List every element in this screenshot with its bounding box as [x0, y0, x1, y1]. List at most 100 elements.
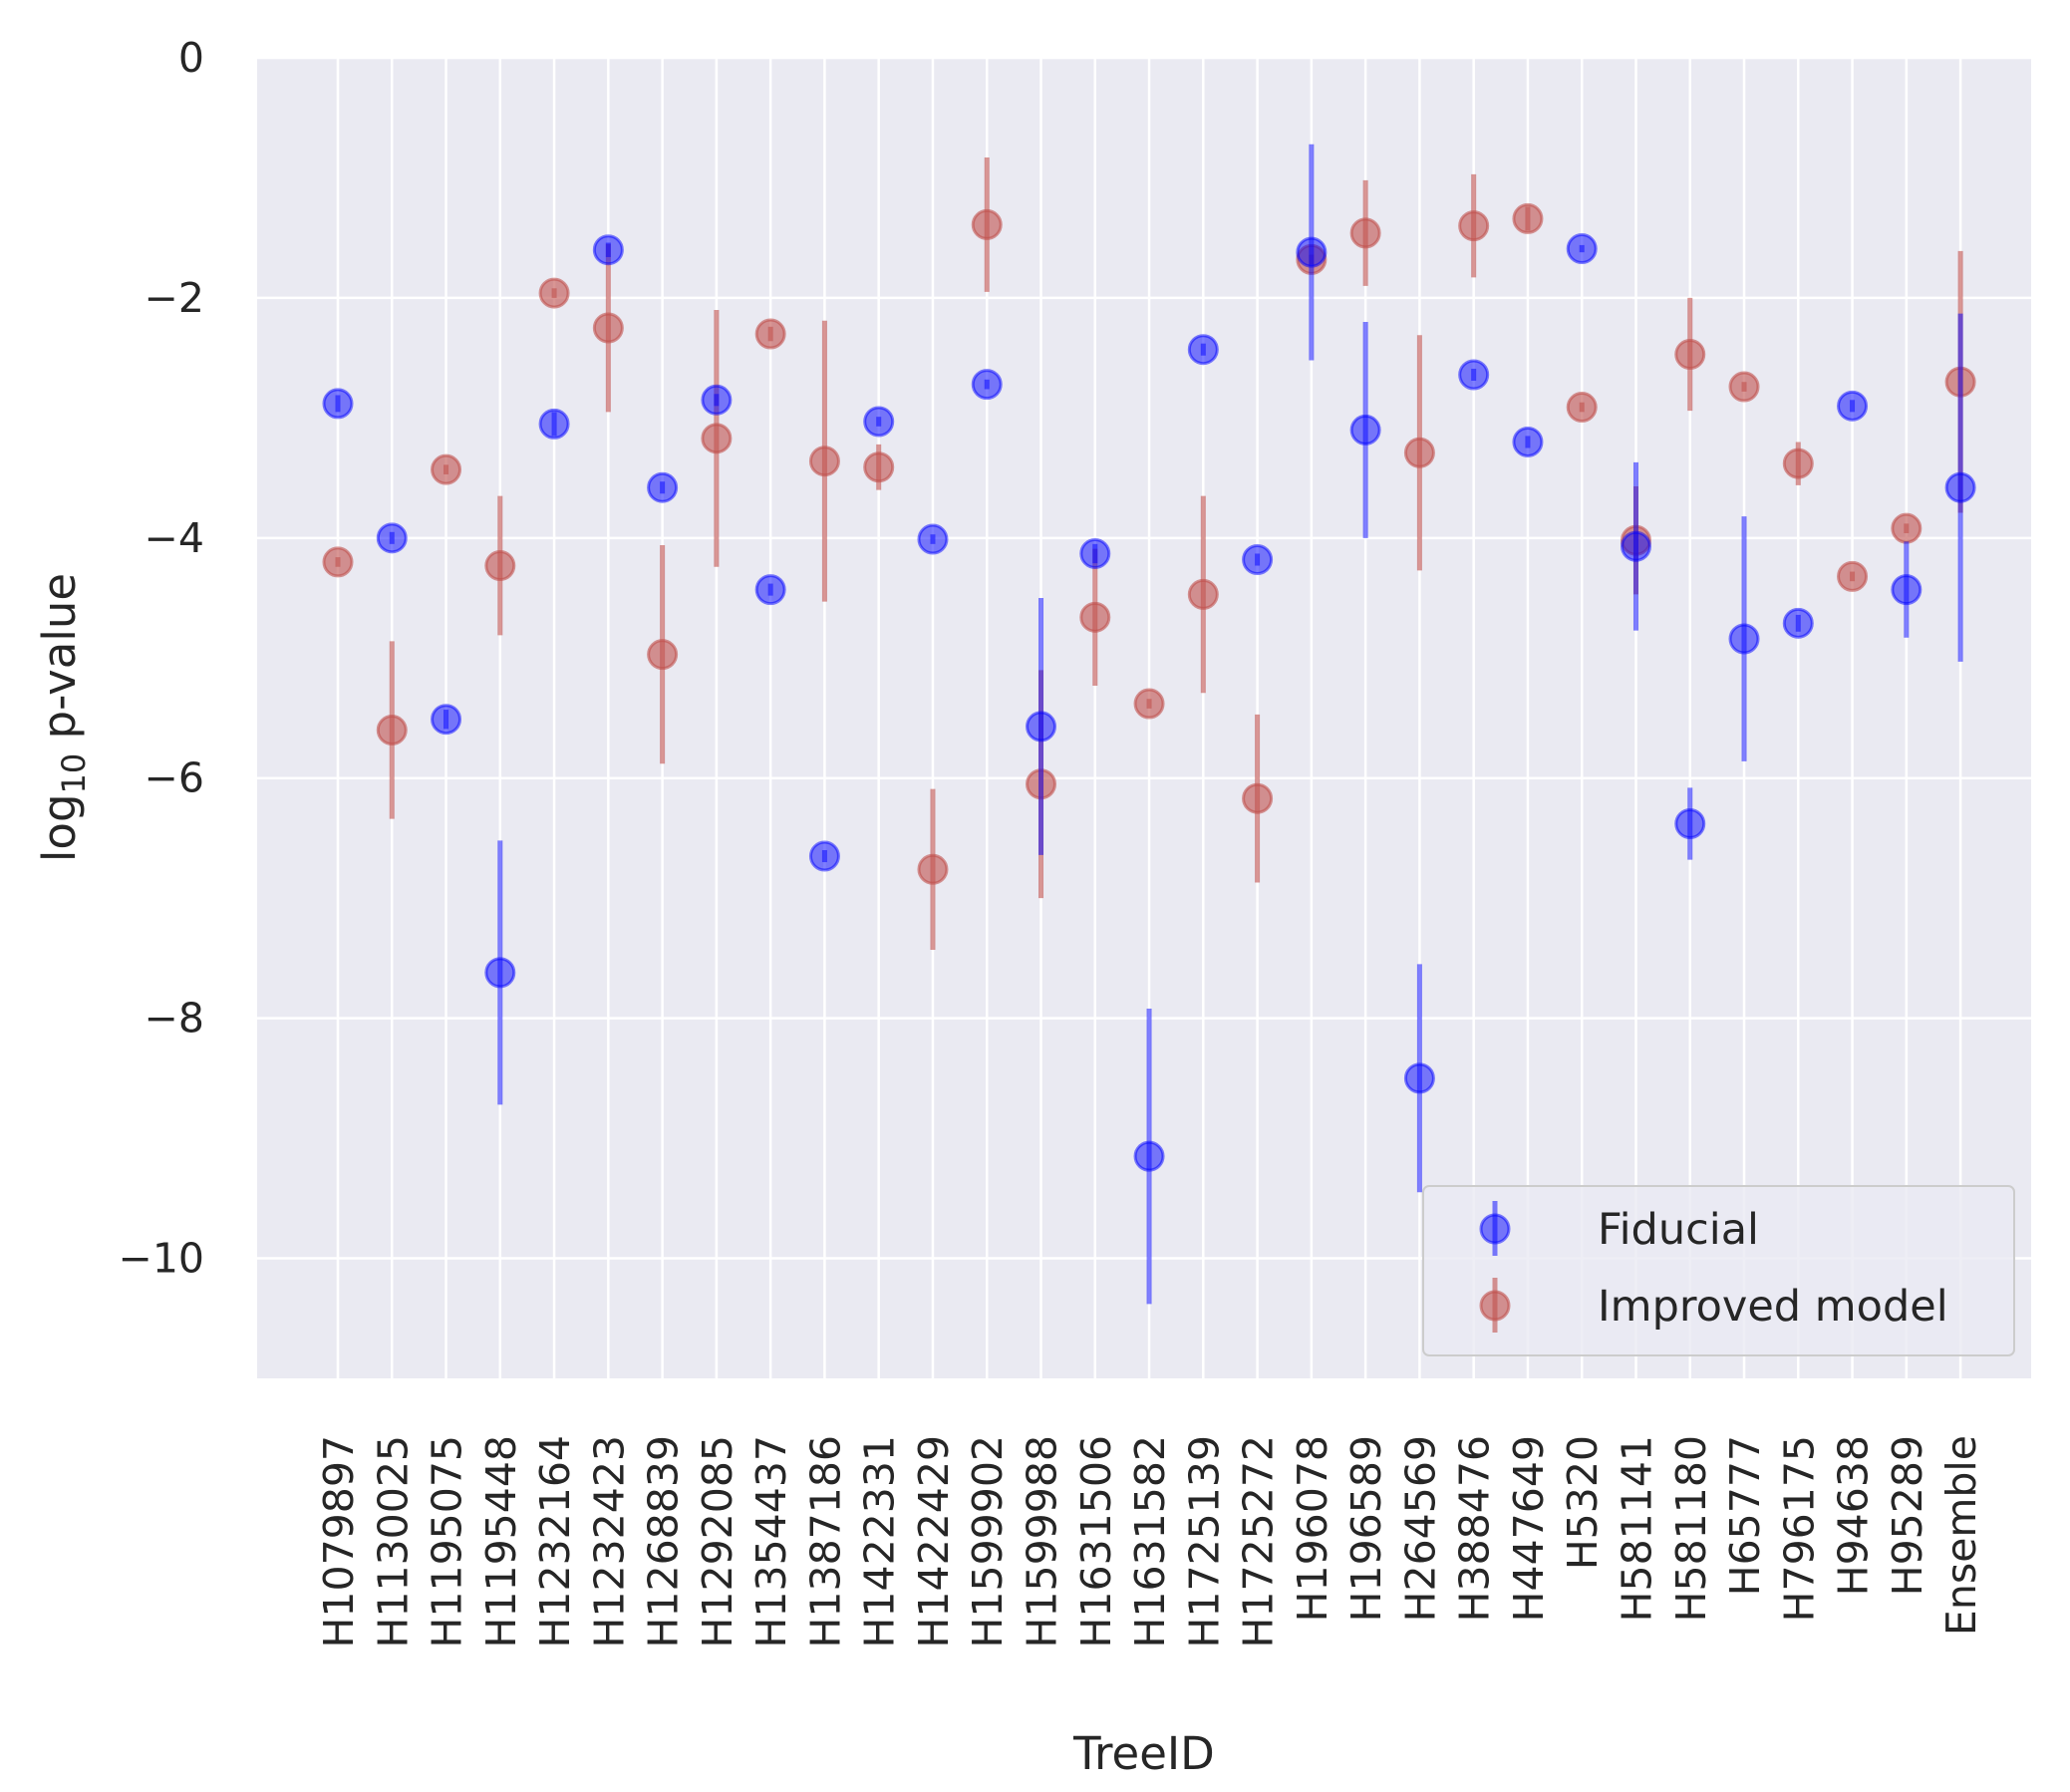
data-point [1512, 426, 1544, 457]
x-tick-label: H5320 [1559, 1435, 1607, 1570]
x-tick-label: H1130025 [369, 1435, 417, 1647]
data-point [431, 453, 462, 485]
data-point [971, 208, 1003, 240]
data-point [701, 423, 733, 454]
legend: Fiducial Improved model [1422, 1185, 2015, 1356]
data-point [1242, 782, 1274, 814]
x-tick-label: H1079897 [315, 1435, 363, 1647]
x-tick-label: H1631582 [1126, 1435, 1174, 1647]
data-point [538, 408, 570, 440]
data-point [1403, 437, 1435, 468]
data-point [1133, 1140, 1165, 1172]
x-tick-label: H1232423 [585, 1435, 633, 1647]
x-gridlines [336, 58, 1962, 1378]
x-tick-label: H1232164 [531, 1435, 579, 1647]
y-tick-label: −4 [145, 514, 204, 562]
y-tick-label: −8 [145, 995, 204, 1043]
y-axis-title-main: log [33, 793, 86, 862]
x-tick-label: H581180 [1667, 1435, 1715, 1622]
x-tick-label: H1195448 [477, 1435, 525, 1647]
x-tick-label: H1725139 [1180, 1435, 1228, 1647]
x-tick-label: H447649 [1505, 1435, 1553, 1622]
y-tick-label: −6 [145, 754, 204, 802]
data-point [1187, 334, 1219, 366]
data-point [1728, 371, 1760, 403]
data-point [647, 471, 679, 503]
x-axis-title: TreeID [1072, 1727, 1215, 1780]
data-point [1079, 537, 1111, 569]
y-tick-label: −2 [145, 274, 204, 322]
x-tick-label: Ensemble [1937, 1435, 1985, 1636]
y-gridlines [257, 56, 2031, 1260]
y-axis-title-subscript: 10 [55, 753, 93, 794]
data-point [701, 384, 733, 416]
x-tick-label: H1725272 [1235, 1435, 1283, 1647]
legend-fiducial-marker [1479, 1213, 1511, 1245]
data-point [1566, 392, 1598, 424]
data-point [1674, 339, 1706, 371]
x-tick-label: H1195075 [424, 1435, 471, 1647]
data-point [484, 550, 516, 582]
data-point [971, 369, 1003, 401]
x-tick-label: H1599988 [1019, 1435, 1066, 1647]
data-point [1782, 448, 1814, 479]
x-tick-label: H1631506 [1072, 1435, 1120, 1647]
x-tick-labels: H1079897 H1130025 H1195075 H1195448 H1232164… [315, 1435, 1985, 1647]
x-tick-label: H1422429 [910, 1435, 958, 1647]
data-point [1296, 236, 1328, 268]
data-point [863, 451, 895, 483]
x-tick-label: H1268839 [640, 1435, 688, 1647]
data-point [1512, 202, 1544, 234]
data-point [1566, 233, 1598, 265]
x-tick-label: H581141 [1613, 1435, 1660, 1622]
legend-box [1422, 1185, 2015, 1356]
x-tick-label: H1354437 [747, 1435, 795, 1647]
data-point [1891, 512, 1922, 544]
x-tick-label: H264569 [1396, 1435, 1444, 1622]
data-point [1133, 688, 1165, 720]
data-point [322, 546, 354, 578]
data-point [592, 312, 624, 344]
x-tick-label: H1422331 [856, 1435, 904, 1647]
legend-improved-label: Improved model [1598, 1282, 1948, 1332]
data-point [917, 853, 949, 885]
data-point [808, 446, 840, 477]
data-point [376, 522, 408, 554]
series-layer [322, 144, 1976, 1305]
data-point [1837, 560, 1869, 592]
y-tick-labels: 0 −2 −4 −6 −8 −10 [118, 34, 204, 1283]
x-tick-label: H1599902 [964, 1435, 1012, 1647]
x-tick-label: H1292085 [694, 1435, 741, 1647]
data-point [1620, 530, 1651, 562]
data-point [431, 704, 462, 736]
data-point [1674, 808, 1706, 839]
data-point [484, 957, 516, 989]
data-point [1458, 210, 1490, 242]
data-point [1782, 607, 1814, 639]
series-fiducial [322, 144, 1976, 1305]
data-point [376, 715, 408, 747]
data-point [1026, 711, 1057, 743]
x-tick-label: H94638 [1830, 1435, 1878, 1596]
x-tick-label: H196078 [1289, 1435, 1336, 1622]
data-point [1891, 574, 1922, 606]
data-point [1242, 544, 1274, 575]
data-point [1458, 359, 1490, 391]
data-point [538, 277, 570, 309]
y-axis-title-rest: p-value [33, 573, 86, 753]
data-point [754, 318, 786, 350]
x-tick-label: H95289 [1884, 1435, 1931, 1596]
data-point [1187, 578, 1219, 610]
legend-fiducial-label: Fiducial [1598, 1205, 1759, 1255]
legend-improved-marker [1479, 1290, 1511, 1322]
data-point [1349, 414, 1381, 446]
data-point [1349, 217, 1381, 249]
x-tick-label: H388476 [1451, 1435, 1499, 1622]
x-tick-label: H796175 [1775, 1435, 1823, 1622]
data-point [1837, 390, 1869, 422]
data-point [808, 840, 840, 872]
data-point [863, 406, 895, 438]
y-tick-label: −10 [118, 1235, 204, 1283]
data-point [592, 234, 624, 266]
